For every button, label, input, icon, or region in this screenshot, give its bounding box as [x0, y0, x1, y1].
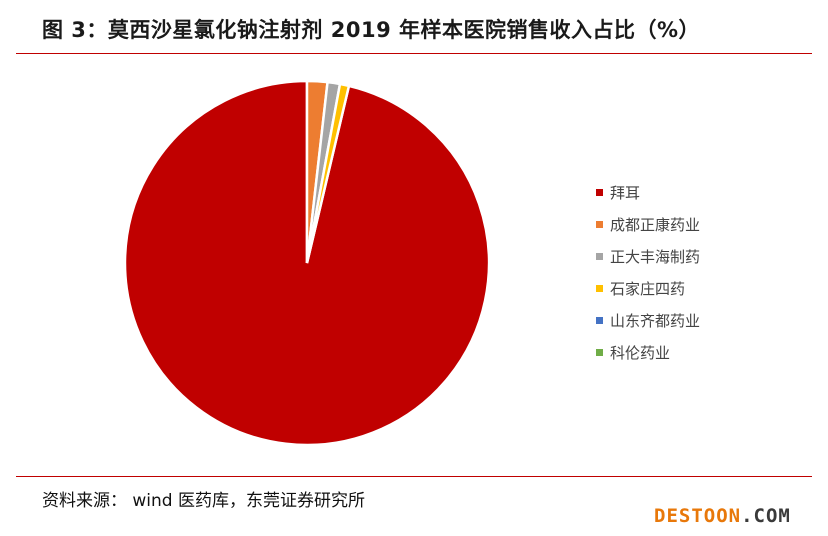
watermark-suffix: .COM — [741, 505, 791, 527]
legend-label: 拜耳 — [610, 183, 641, 202]
pie-slice-4 — [305, 82, 351, 264]
chart-title: 图 3：莫西沙星氯化钠注射剂 2019 年样本医院销售收入占比（%） — [42, 18, 701, 42]
chart-legend: 拜耳成都正康药业 正大丰海制药 石家庄四药山东齐都药业 科伦药业 — [596, 176, 700, 368]
legend-swatch — [596, 348, 603, 356]
legend-swatch — [596, 220, 603, 228]
legend-label: 成都正康药业 — [610, 215, 701, 234]
legend-swatch — [596, 252, 603, 260]
legend-label: 正大丰海制药 — [610, 247, 701, 266]
legend-label: 山东齐都药业 — [610, 311, 701, 330]
title-divider — [16, 53, 812, 54]
legend-item-4: 石家庄四药 — [596, 272, 700, 304]
watermark-logo: DESTOON.COM — [654, 505, 791, 527]
legend-swatch — [596, 284, 603, 292]
legend-item-3: 正大丰海制药 — [596, 240, 700, 272]
legend-swatch — [596, 188, 603, 196]
legend-swatch — [596, 316, 603, 324]
watermark-main: DESTOON — [654, 505, 742, 527]
legend-label: 石家庄四药 — [610, 279, 686, 298]
source-divider — [16, 476, 812, 477]
source-note: 资料来源： wind 医药库，东莞证券研究所 — [42, 491, 365, 511]
legend-item-2: 成都正康药业 — [596, 208, 700, 240]
legend-item-1: 拜耳 — [596, 176, 700, 208]
legend-label: 科伦药业 — [610, 343, 671, 362]
legend-item-5: 山东齐都药业 — [596, 304, 700, 336]
legend-item-6: 科伦药业 — [596, 336, 700, 368]
pie-chart — [123, 79, 491, 447]
